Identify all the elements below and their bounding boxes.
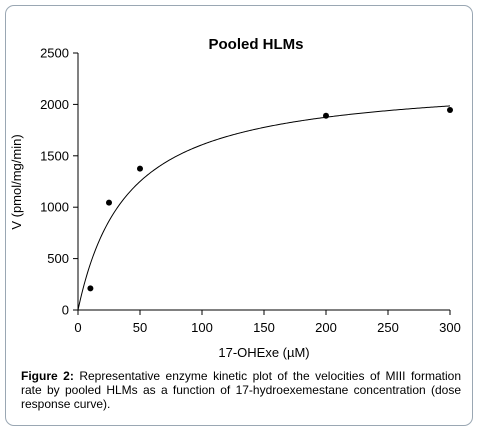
data-point-5 bbox=[447, 107, 453, 114]
figure-caption: Figure 2: Representative enzyme kinetic … bbox=[21, 369, 461, 411]
caption-text: Representative enzyme kinetic plot of th… bbox=[21, 369, 461, 411]
caption-label: Figure 2: bbox=[21, 369, 74, 383]
x-tick-label: 50 bbox=[133, 320, 147, 335]
x-tick-label: 150 bbox=[253, 320, 275, 335]
x-tick-label: 300 bbox=[439, 320, 461, 335]
x-tick-label: 100 bbox=[191, 320, 213, 335]
x-axis-title: 17-OHExe (µM) bbox=[218, 345, 309, 360]
y-tick-label: 1500 bbox=[40, 148, 69, 163]
y-tick-label: 500 bbox=[47, 251, 69, 266]
y-tick-label: 1000 bbox=[40, 200, 69, 215]
x-axis-ticks: 0 50 100 150 200 250 300 bbox=[74, 310, 461, 335]
y-axis-title: V (pmol/mg/min) bbox=[9, 134, 24, 229]
figure-frame bbox=[5, 5, 473, 426]
fit-curve bbox=[77, 105, 451, 311]
y-tick-label: 0 bbox=[62, 303, 69, 318]
x-tick-label: 200 bbox=[315, 320, 337, 335]
y-axis-ticks: 0 500 1000 1500 2000 2500 bbox=[40, 46, 78, 318]
y-tick-label: 2000 bbox=[40, 97, 69, 112]
x-tick-label: 250 bbox=[377, 320, 399, 335]
data-points bbox=[87, 107, 453, 292]
data-point-4 bbox=[323, 112, 329, 119]
y-tick-label: 2500 bbox=[40, 46, 69, 61]
data-point-2 bbox=[106, 199, 112, 206]
data-point-1 bbox=[87, 285, 94, 292]
chart-title: Pooled HLMs bbox=[208, 36, 303, 53]
x-tick-label: 0 bbox=[74, 320, 81, 335]
data-point-3 bbox=[137, 165, 143, 172]
